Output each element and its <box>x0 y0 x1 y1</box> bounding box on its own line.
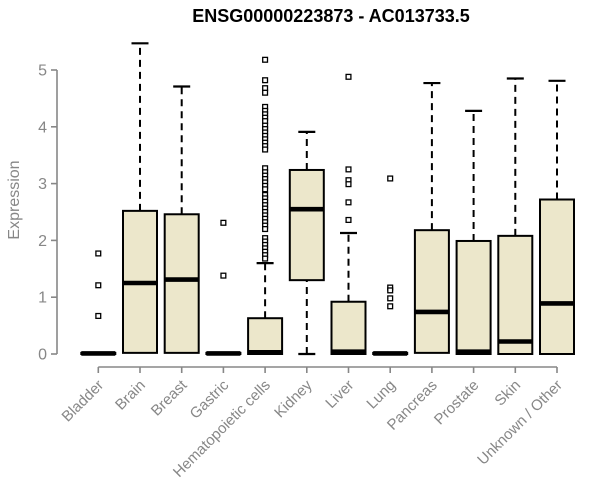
x-tick-label-skin: Skin <box>491 377 524 410</box>
outlier-point <box>262 186 269 193</box>
outlier-point <box>220 272 227 279</box>
iqr-box <box>539 198 575 355</box>
outlier-point <box>262 89 269 96</box>
outlier-point <box>220 219 227 226</box>
iqr-box <box>413 229 450 354</box>
x-tick-label-liver: Liver <box>322 377 357 412</box>
box-group-lung <box>372 175 409 356</box>
outlier-point <box>262 225 269 233</box>
x-tick-label-breast: Breast <box>148 376 191 419</box>
chart-title: ENSG00000223873 - AC013733.5 <box>192 6 470 26</box>
y-tick-label-3: 3 <box>38 176 47 193</box>
outlier-point <box>95 312 102 319</box>
y-tick-label-4: 4 <box>38 119 47 136</box>
iqr-box <box>497 234 534 355</box>
outlier-point <box>387 303 394 310</box>
box-group-liver <box>330 73 367 355</box>
box-group-breast <box>163 85 200 354</box>
outlier-point <box>262 146 269 153</box>
box-group-unknown-other <box>539 79 575 355</box>
outlier-point <box>95 250 102 257</box>
outlier-point <box>345 166 352 173</box>
box-group-bladder <box>80 250 117 356</box>
outlier-point <box>387 287 394 294</box>
iqr-box <box>247 317 284 356</box>
y-tick-label-2: 2 <box>38 233 47 250</box>
x-tick-label-brain: Brain <box>112 377 149 414</box>
box-group-brain <box>122 42 158 354</box>
outlier-point <box>262 77 269 84</box>
x-tick-label-prostate: Prostate <box>431 377 483 429</box>
iqr-box <box>330 300 367 355</box>
box-group-skin <box>497 77 534 355</box>
box-group-kidney <box>288 130 325 356</box>
outlier-point <box>345 199 352 206</box>
outlier-point <box>387 295 394 302</box>
outlier-point <box>345 216 352 224</box>
y-tick-label-0: 0 <box>38 347 47 364</box>
outlier-point <box>262 255 269 262</box>
x-tick-label-bladder: Bladder <box>59 377 108 426</box>
outlier-point <box>95 282 102 289</box>
box-group-pancreas <box>413 81 450 354</box>
box-group-prostate <box>455 109 492 355</box>
iqr-box <box>288 168 325 282</box>
box-group-gastric <box>205 219 242 356</box>
iqr-box <box>455 239 492 355</box>
y-tick-label-1: 1 <box>38 290 47 307</box>
outlier-point <box>387 175 394 182</box>
outlier-point <box>345 181 352 188</box>
x-tick-label-lung: Lung <box>363 377 399 413</box>
box-group-hematopoietic-cells <box>247 56 284 356</box>
outlier-point <box>345 73 352 80</box>
outlier-point <box>262 56 269 63</box>
x-tick-label-kidney: Kidney <box>271 376 316 421</box>
iqr-box <box>163 213 200 354</box>
y-tick-label-5: 5 <box>38 63 47 80</box>
